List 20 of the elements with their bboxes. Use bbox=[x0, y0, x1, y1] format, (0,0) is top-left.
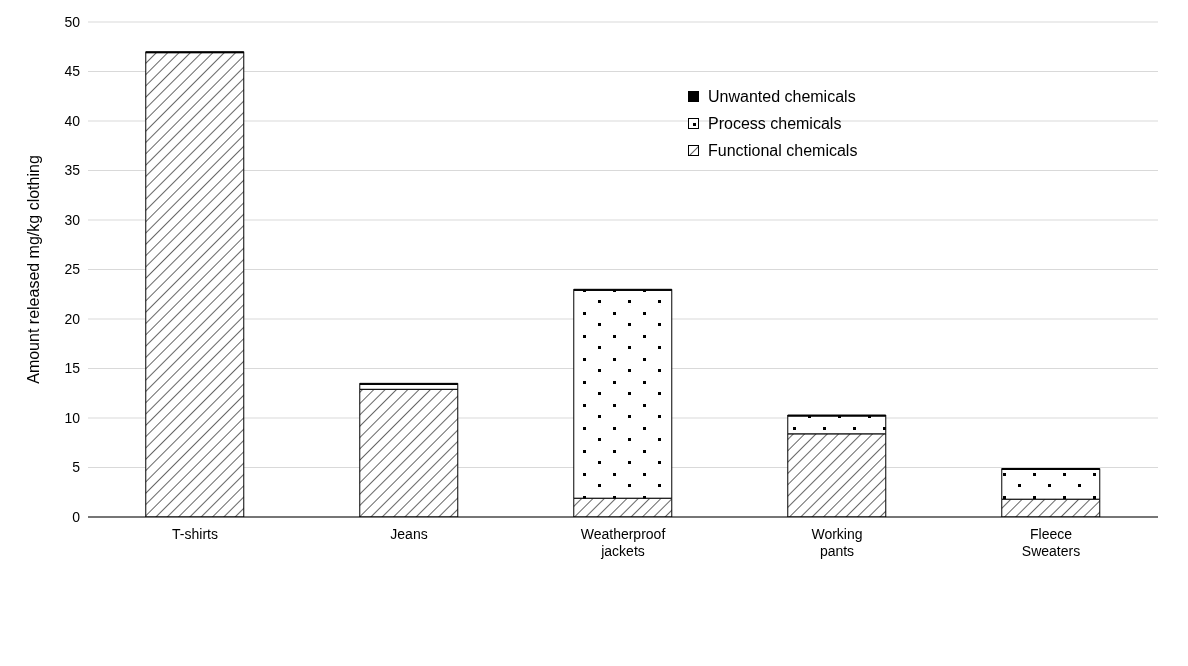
x-tick-label: Fleece Sweaters bbox=[1021, 526, 1081, 559]
y-tick-label: 50 bbox=[64, 13, 81, 30]
x-tick-label: Weatherproof jackets bbox=[580, 526, 666, 559]
y-tick-label: 35 bbox=[64, 162, 81, 179]
legend-label: Unwanted chemicals bbox=[708, 88, 856, 106]
x-tick-label: Jeans bbox=[390, 526, 428, 542]
y-tick-label: 5 bbox=[72, 459, 81, 476]
y-tick-label: 30 bbox=[64, 211, 81, 228]
y-tick-label: 20 bbox=[64, 310, 81, 327]
y-axis-title: Amount released mg/kg clothing bbox=[24, 155, 42, 384]
legend-label: Process chemicals bbox=[708, 115, 842, 133]
y-tick-label: 25 bbox=[64, 261, 81, 278]
y-tick-label: 10 bbox=[64, 409, 81, 426]
x-tick-label: T-shirts bbox=[172, 526, 218, 542]
x-tick-label: Working pants bbox=[811, 526, 863, 559]
y-tick-label: 40 bbox=[64, 112, 81, 129]
legend-label: Functional chemicals bbox=[708, 142, 858, 160]
y-tick-label: 0 bbox=[72, 508, 81, 525]
y-tick-label: 15 bbox=[64, 360, 81, 377]
y-tick-label: 45 bbox=[64, 63, 81, 80]
